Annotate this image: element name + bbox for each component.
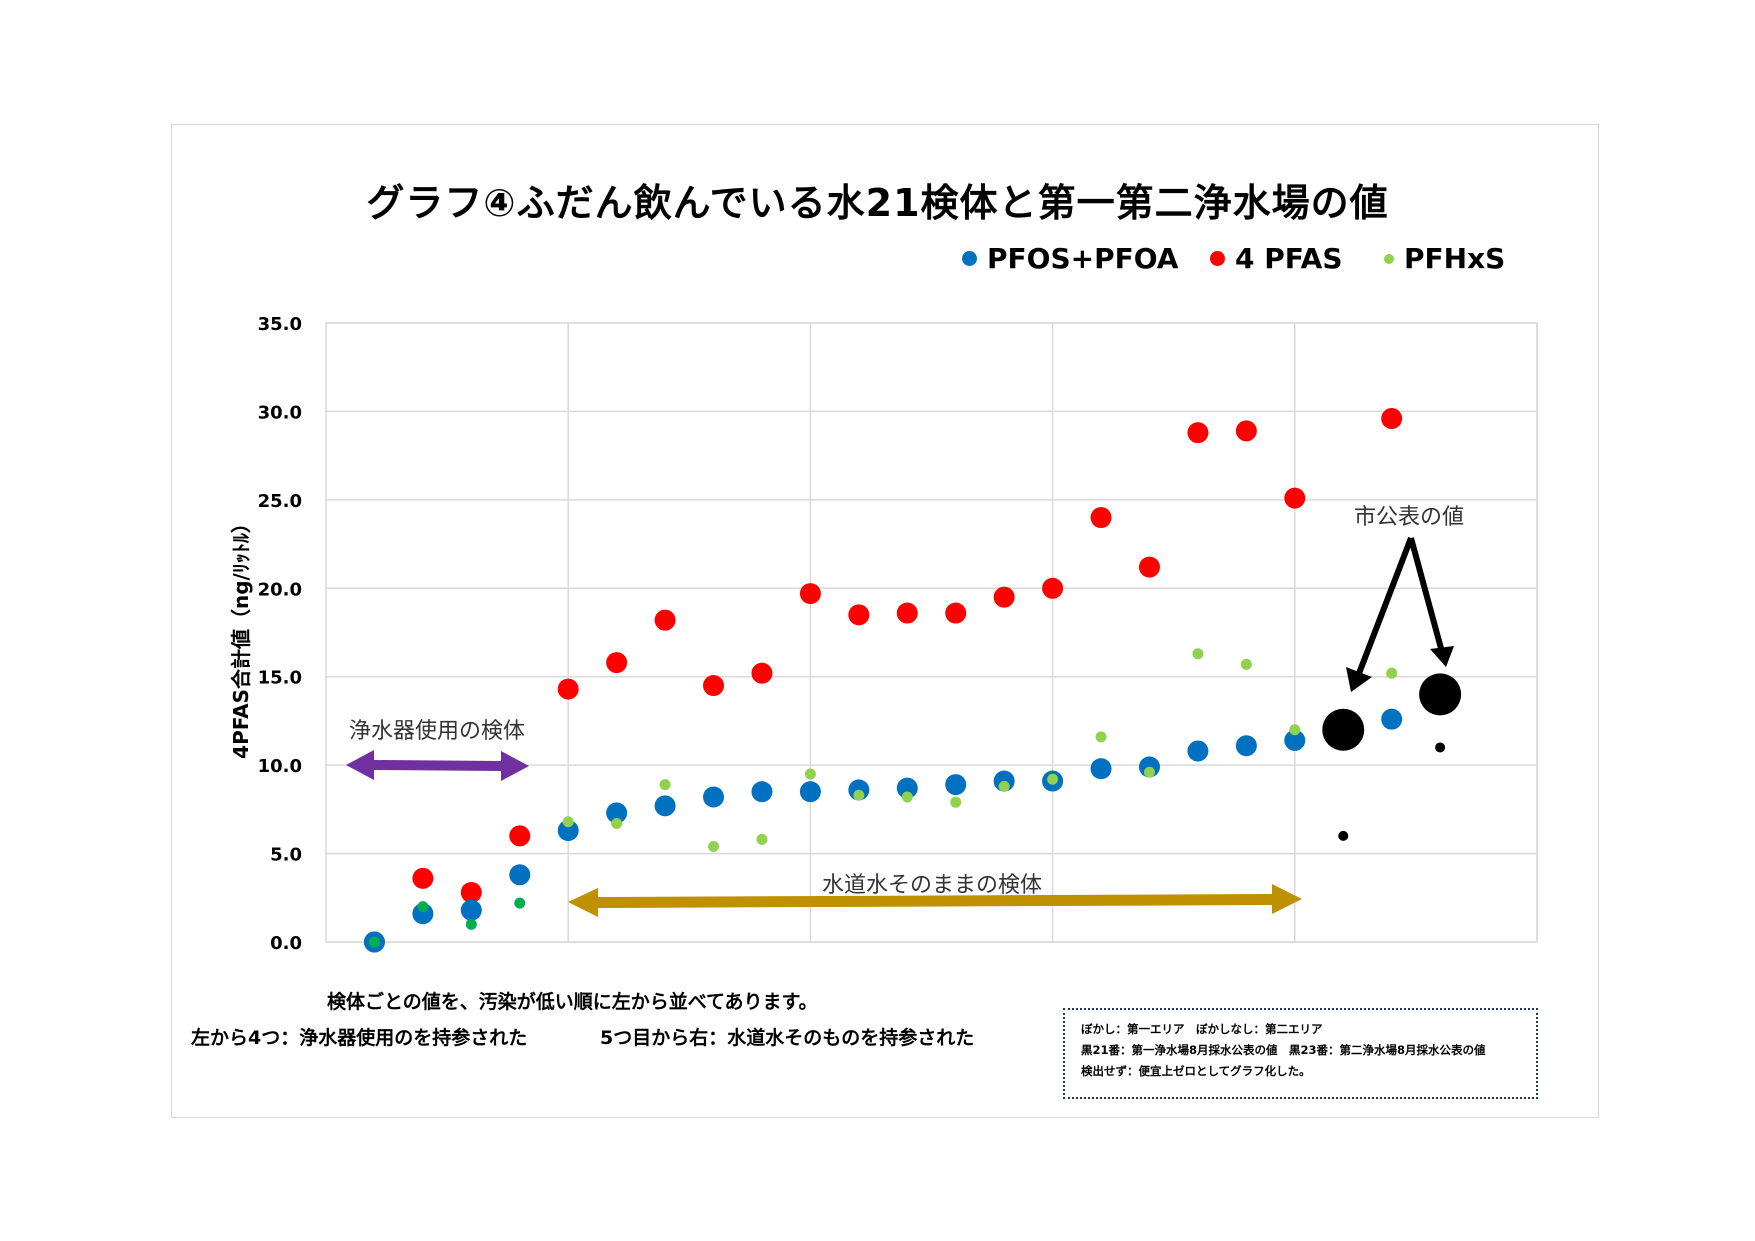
- pfhxs-point: [901, 791, 913, 803]
- note-line: 検出せず：便宜上ゼロとしてグラフ化した。: [1081, 1064, 1311, 1078]
- pfhxs-point: [659, 779, 671, 791]
- pfhxs-point: [853, 789, 865, 801]
- pfos-pfoa-point: [1090, 758, 1112, 780]
- pfos-pfoa-point: [1235, 735, 1257, 757]
- note-line: ぼかし：第一エリア ぼかしなし：第二エリア: [1081, 1022, 1323, 1036]
- tap-water-arrow-icon: [568, 884, 1302, 917]
- pfhxs-point: [708, 840, 720, 852]
- y-tick-label: 15.0: [258, 668, 302, 689]
- 4pfas-point: [606, 652, 628, 674]
- 4pfas-point: [1090, 507, 1112, 529]
- city-small-point: [1338, 830, 1349, 841]
- pfhxs-point: [368, 936, 380, 948]
- city-value-arrows-icon: [1346, 536, 1454, 692]
- legend-label: 4 PFAS: [1235, 242, 1343, 275]
- pfhxs-point: [562, 816, 574, 828]
- pfhxs-point: [1386, 667, 1398, 679]
- pfhxs-point: [417, 901, 429, 913]
- y-tick-label: 35.0: [258, 314, 302, 335]
- city-large-point: [1322, 708, 1365, 751]
- 4pfas-point: [1235, 420, 1257, 442]
- 4pfas-point: [460, 881, 482, 903]
- legend-item-pfos-pfoa: PFOS+PFOA: [962, 242, 1178, 275]
- chart-title: グラフ④ふだん飲んでいる水21検体と第一第二浄水場の値: [366, 181, 1389, 225]
- y-tick-label: 10.0: [258, 756, 302, 777]
- legend-item-pfhxs: PFHxS: [1384, 242, 1505, 275]
- y-tick-label: 5.0: [270, 845, 302, 866]
- 4pfas-point: [799, 583, 821, 605]
- pfos-pfoa-point: [896, 777, 918, 799]
- purifier-arrow-icon: [346, 750, 529, 781]
- pfhxs-point: [998, 780, 1010, 792]
- pfhxs-point: [1240, 658, 1252, 670]
- chart-frame: [171, 124, 1599, 1118]
- pfos-pfoa-point: [460, 899, 482, 921]
- 4pfas-point: [1187, 422, 1209, 444]
- pfhxs-point: [465, 918, 477, 930]
- footer-line2b: 5つ目から右：水道水そのものを持参された: [600, 1027, 975, 1049]
- pfos-pfoa-point: [654, 795, 676, 817]
- pfhxs-point: [1143, 766, 1155, 778]
- y-tick-label: 20.0: [258, 579, 302, 600]
- pfos-pfoa-point: [509, 864, 531, 886]
- tap-water-annotation: 水道水そのままの検体: [822, 873, 1043, 898]
- pfhxs-point: [1192, 648, 1204, 660]
- pfos-pfoa-point: [1187, 740, 1209, 762]
- 4pfas-point: [945, 602, 967, 624]
- note-line: 黒21番：第一浄水場8月採水公表の値 黒23番：第二浄水場8月採水公表の値: [1081, 1043, 1486, 1057]
- pfos-pfoa-point: [1381, 708, 1403, 730]
- legend-label: PFHxS: [1404, 242, 1506, 275]
- pfhxs-point: [950, 796, 962, 808]
- 4pfas-point: [703, 675, 725, 697]
- footer-line2a: 左から4つ：浄水器使用のを持参された: [191, 1027, 528, 1049]
- 4pfas-point: [412, 867, 434, 889]
- y-tick-label: 30.0: [258, 402, 302, 423]
- city-value-annotation: 市公表の値: [1354, 505, 1465, 530]
- pfos-pfoa-point: [799, 781, 821, 803]
- 4pfas-point: [993, 586, 1015, 608]
- pfos-pfoa-point: [606, 802, 628, 824]
- footer-line1: 検体ごとの値を、汚染が低い順に左から並べてあります。: [327, 991, 818, 1013]
- pfos-pfoa-point: [751, 781, 773, 803]
- pfhxs-point: [804, 768, 816, 780]
- pfhxs-point: [514, 897, 526, 909]
- legend-marker-blue-icon: [962, 251, 977, 266]
- city-small-point: [1435, 742, 1446, 753]
- 4pfas-point: [654, 609, 676, 631]
- pfos-pfoa-point: [412, 903, 434, 925]
- pfhxs-point: [1289, 724, 1301, 736]
- pfos-pfoa-point: [1284, 729, 1306, 751]
- 4pfas-point: [1042, 577, 1064, 599]
- 4pfas-point: [751, 662, 773, 684]
- y-tick-label: 0.0: [270, 933, 302, 954]
- legend-marker-green-icon: [1384, 253, 1394, 264]
- pfhxs-point: [756, 833, 768, 845]
- 4pfas-point: [896, 602, 918, 624]
- legend-marker-red-icon: [1210, 251, 1225, 266]
- 4pfas-point: [1381, 408, 1403, 430]
- 4pfas-point: [848, 604, 870, 626]
- pfhxs-point: [611, 818, 623, 830]
- 4pfas-point: [1284, 487, 1306, 509]
- y-axis-title: 4PFAS合計値（ng/ﾘｯﾄﾙ）: [229, 513, 253, 759]
- 4pfas-point: [1138, 556, 1160, 578]
- pfos-pfoa-point: [945, 774, 967, 796]
- 4pfas-point: [509, 825, 531, 847]
- pfhxs-point: [1047, 773, 1059, 785]
- plot-area: [325, 322, 1538, 943]
- pfos-pfoa-point: [703, 786, 725, 808]
- purifier-annotation: 浄水器使用の検体: [349, 719, 526, 744]
- note-box: ぼかし：第一エリア ぼかしなし：第二エリア 黒21番：第一浄水場8月採水公表の値…: [1063, 1008, 1538, 1099]
- pfos-pfoa-point: [557, 820, 579, 842]
- 4pfas-point: [557, 678, 579, 700]
- legend-item-4pfas: 4 PFAS: [1210, 242, 1343, 275]
- y-tick-label: 25.0: [258, 491, 302, 512]
- city-large-point: [1419, 673, 1462, 716]
- legend-label: PFOS+PFOA: [987, 242, 1179, 275]
- pfhxs-point: [1095, 731, 1107, 743]
